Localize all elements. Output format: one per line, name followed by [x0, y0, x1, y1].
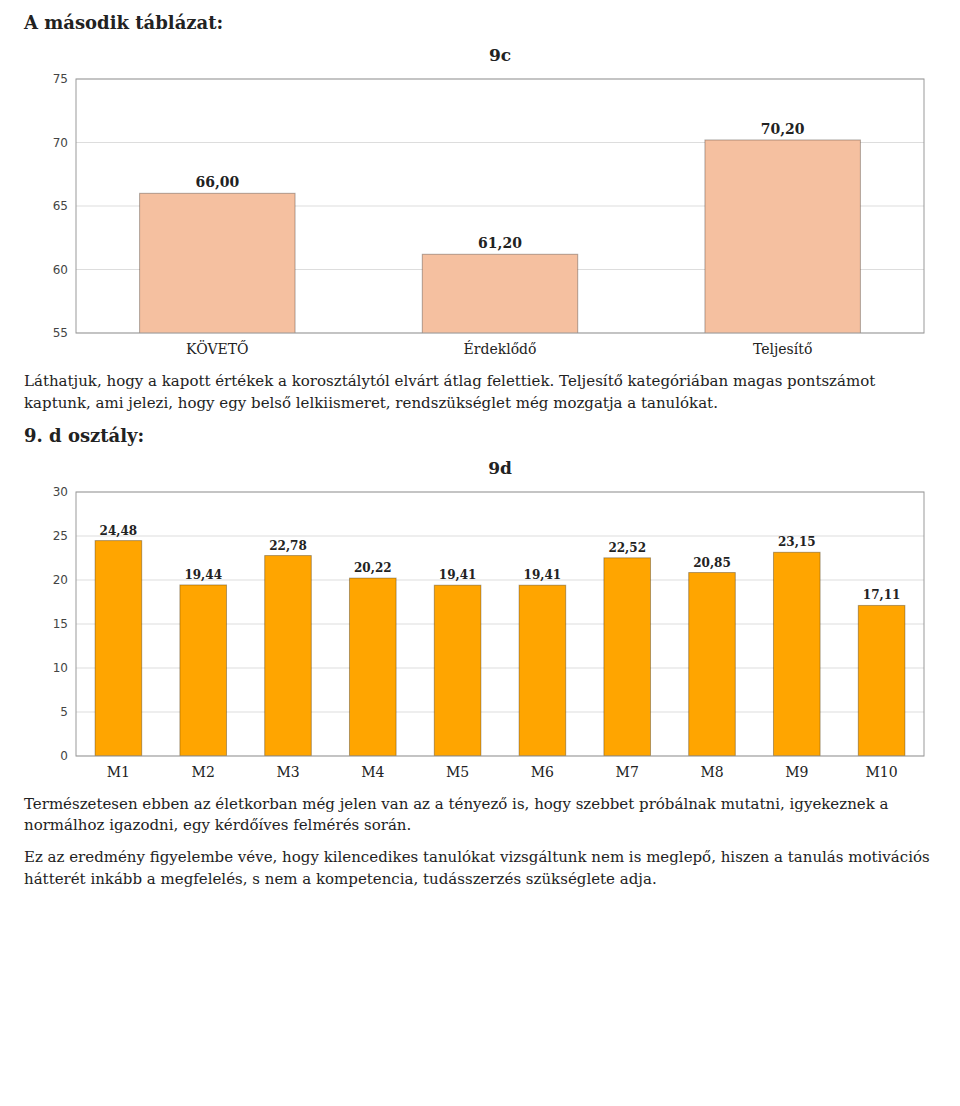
bar-chart: 9d 0 5 10 15 20 25 30 M1 M2 M3 M4 M5 M6 M7 M8 M9 M10 24,48… [24, 450, 936, 790]
data-label: 22,52 [608, 540, 646, 554]
x-tick-label: M10 [866, 764, 898, 780]
data-label: 20,85 [693, 555, 731, 569]
x-tick-label: M7 [616, 764, 639, 780]
data-label: 17,11 [863, 588, 901, 602]
bars [95, 540, 905, 755]
x-tick-label: M8 [700, 764, 723, 780]
y-tick-label: 65 [53, 199, 68, 213]
bar [773, 552, 820, 756]
y-tick-label: 60 [53, 263, 68, 277]
heading: 9. d osztály: [24, 425, 936, 446]
y-tick-label: 5 [60, 705, 68, 719]
plot-frame [76, 79, 924, 333]
x-tick-label: M5 [446, 764, 469, 780]
bar [858, 605, 905, 756]
x-tick-label: M9 [785, 764, 808, 780]
data-label: 19,44 [184, 567, 222, 581]
bar [140, 193, 295, 333]
y-tick-label: 20 [53, 573, 68, 587]
bars [140, 140, 861, 333]
chart-title: 9c [489, 45, 511, 65]
y-tick-label: 70 [53, 136, 68, 150]
paragraph: Természetesen ebben az életkorban még je… [24, 794, 936, 838]
x-tick-label: Érdeklődő [464, 340, 537, 357]
x-tick-label: M2 [192, 764, 215, 780]
data-label: 70,20 [761, 121, 805, 137]
plot-frame [76, 492, 924, 756]
page-body: {"chart_data": [ {"type": "bar", "title"… [0, 0, 960, 1106]
x-tick-label: M4 [361, 764, 384, 780]
bar [95, 540, 142, 755]
bar [349, 578, 396, 756]
data-label: 24,48 [100, 523, 138, 537]
bar [434, 585, 481, 756]
data-label: 19,41 [524, 568, 562, 582]
x-tick-label: Teljesítő [753, 341, 812, 357]
bar [604, 557, 651, 755]
data-label: 19,41 [439, 568, 477, 582]
bar [705, 140, 860, 333]
data-label: 23,15 [778, 535, 816, 549]
data-label: 22,78 [269, 538, 307, 552]
y-tick-label: 25 [53, 529, 68, 543]
y-tick-label: 15 [53, 617, 68, 631]
y-tick-label: 30 [53, 485, 68, 499]
chart-title: 9d [488, 458, 512, 478]
bar [265, 555, 312, 755]
bar [519, 585, 566, 756]
paragraph: Láthatjuk, hogy a kapott értékek a koros… [24, 371, 936, 415]
paragraph: Ez az eredmény figyelembe véve, hogy kil… [24, 847, 936, 891]
y-tick-label: 10 [53, 661, 68, 675]
x-tick-label: KÖVETŐ [186, 340, 248, 357]
bar [689, 572, 736, 755]
bar [422, 254, 577, 333]
y-tick-label: 75 [53, 72, 68, 86]
bar [180, 584, 227, 755]
data-label: 20,22 [354, 561, 392, 575]
x-tick-label: M1 [107, 764, 130, 780]
x-tick-label: M3 [276, 764, 299, 780]
page: A második táblázat: 9c 55 60 65 70 75 KÖVETŐ Érd… [0, 0, 960, 891]
y-tick-label: 0 [60, 749, 68, 763]
data-label: 61,20 [478, 235, 522, 251]
grid [76, 492, 924, 756]
bar-chart: 9c 55 60 65 70 75 KÖVETŐ Érdeklődő Teljesítő 66,0… [24, 37, 936, 367]
x-tick-label: M6 [531, 764, 554, 780]
data-label: 66,00 [195, 174, 239, 190]
y-tick-label: 55 [53, 326, 68, 340]
heading: A második táblázat: [24, 12, 936, 33]
